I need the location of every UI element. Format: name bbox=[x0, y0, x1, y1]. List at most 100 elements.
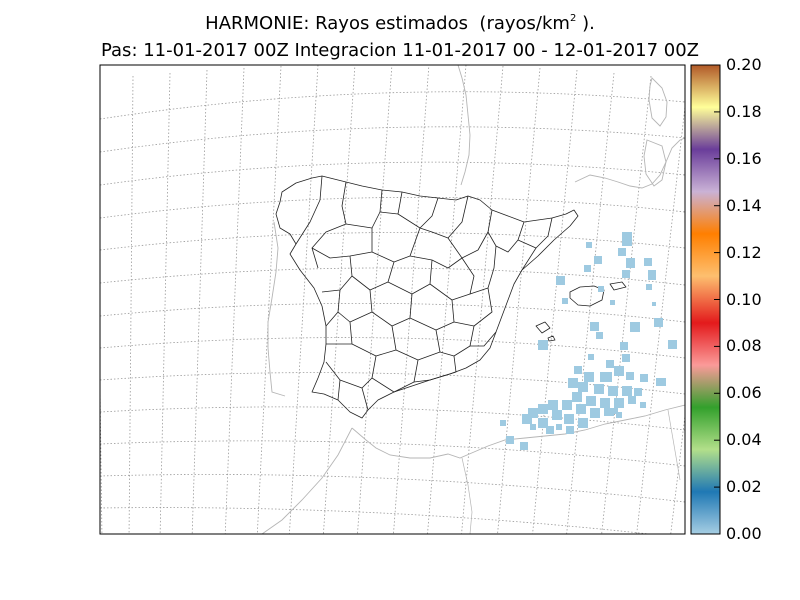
border-algeria-tunisia bbox=[667, 409, 681, 481]
lightning-cell bbox=[644, 258, 652, 266]
lightning-cell bbox=[614, 398, 624, 408]
lightning-cell bbox=[654, 318, 663, 327]
meridian bbox=[461, 65, 504, 534]
parallel bbox=[100, 372, 685, 395]
province-border bbox=[517, 217, 553, 249]
lightning-cell bbox=[640, 374, 648, 382]
colorbar-tick-label: 0.10 bbox=[726, 289, 762, 309]
parallel bbox=[100, 337, 685, 359]
province-border bbox=[325, 289, 341, 327]
africa-coast bbox=[351, 404, 685, 459]
meridian bbox=[191, 69, 208, 534]
coastlines-outside bbox=[261, 65, 685, 534]
lightning-cell bbox=[590, 408, 600, 418]
lightning-cell bbox=[626, 258, 635, 268]
province-border bbox=[387, 259, 433, 295]
province-border bbox=[295, 175, 323, 245]
lightning-cell bbox=[634, 388, 642, 396]
portugal-coast bbox=[267, 221, 286, 397]
meridian bbox=[636, 102, 685, 534]
colorbar-tick-label: 0.00 bbox=[726, 524, 762, 543]
lightning-cell bbox=[586, 396, 596, 406]
lightning-cell bbox=[530, 424, 536, 430]
lightning-cell bbox=[646, 284, 652, 290]
province-border bbox=[469, 245, 497, 295]
title-unit-exponent: 2 bbox=[569, 13, 577, 24]
corsica bbox=[648, 77, 668, 127]
lightning-cell bbox=[578, 418, 588, 428]
lightning-cells bbox=[500, 232, 677, 450]
lightning-cell bbox=[522, 414, 532, 424]
parallel bbox=[100, 440, 685, 467]
province-border bbox=[326, 321, 353, 345]
meridian bbox=[159, 72, 171, 534]
parallel bbox=[100, 196, 685, 219]
province-border bbox=[371, 293, 413, 327]
parallel bbox=[100, 406, 685, 431]
province-border bbox=[429, 257, 475, 301]
colorbar-tick-label: 0.18 bbox=[726, 101, 762, 121]
province-border bbox=[487, 221, 525, 253]
border-morocco-algeria bbox=[461, 457, 473, 534]
lightning-cell bbox=[656, 378, 666, 386]
meridian bbox=[427, 65, 467, 534]
lightning-cell bbox=[538, 340, 548, 350]
menorca bbox=[609, 281, 627, 291]
lightning-cell bbox=[594, 256, 602, 264]
colorbar-tick-label: 0.02 bbox=[726, 477, 762, 497]
lightning-cell bbox=[618, 248, 626, 256]
lightning-cell bbox=[520, 442, 528, 450]
map-title: HARMONIE: Rayos estimados (rayos/km2 ). bbox=[0, 13, 800, 35]
lightning-cell bbox=[566, 426, 574, 434]
lightning-cell bbox=[610, 300, 615, 305]
colorbar-ticks bbox=[714, 64, 720, 535]
lightning-cell bbox=[546, 426, 554, 434]
province-border bbox=[397, 197, 439, 229]
lightning-cell bbox=[562, 298, 568, 304]
lightning-cell bbox=[578, 382, 588, 392]
parallel bbox=[100, 474, 685, 503]
spain-outline bbox=[275, 175, 579, 419]
lightning-cell bbox=[620, 342, 628, 350]
title-unit-close: ). bbox=[582, 13, 595, 34]
colorbar-tick-label: 0.20 bbox=[726, 55, 762, 74]
lightning-cell bbox=[668, 340, 677, 349]
colorbar-tick-label: 0.04 bbox=[726, 430, 762, 450]
lightning-cell bbox=[586, 242, 592, 248]
meridian bbox=[566, 72, 615, 534]
lightning-cell bbox=[630, 322, 640, 332]
graticule bbox=[100, 65, 685, 534]
province-border bbox=[453, 287, 493, 327]
lightning-cell bbox=[588, 354, 594, 360]
title-model: HARMONIE: Rayos estimados bbox=[205, 13, 468, 34]
lightning-cell bbox=[622, 232, 632, 246]
meridian bbox=[532, 69, 578, 534]
meridian bbox=[128, 75, 134, 534]
meridian bbox=[100, 355, 103, 534]
province-border bbox=[337, 379, 341, 401]
lightning-cell bbox=[622, 354, 630, 362]
parallel bbox=[100, 91, 685, 120]
lightning-cell bbox=[576, 404, 586, 414]
map-area bbox=[100, 65, 685, 534]
lightning-cell bbox=[606, 360, 614, 368]
lightning-cell bbox=[556, 424, 562, 430]
lightning-cell bbox=[548, 400, 558, 410]
sardinia bbox=[643, 139, 667, 187]
lightning-cell bbox=[584, 265, 591, 272]
lightning-cell bbox=[600, 398, 610, 408]
parallel bbox=[100, 232, 685, 251]
lightning-cell bbox=[584, 372, 594, 382]
province-border bbox=[379, 191, 403, 215]
lightning-cell bbox=[538, 418, 548, 428]
colorbar-tick-label: 0.08 bbox=[726, 336, 762, 356]
province-border bbox=[439, 325, 475, 357]
lightning-cell bbox=[556, 276, 565, 285]
spain bbox=[275, 175, 627, 419]
mallorca bbox=[569, 285, 605, 307]
province-border bbox=[341, 181, 347, 225]
lightning-cell bbox=[652, 302, 656, 306]
meridian bbox=[256, 65, 282, 534]
province-border bbox=[351, 325, 397, 357]
